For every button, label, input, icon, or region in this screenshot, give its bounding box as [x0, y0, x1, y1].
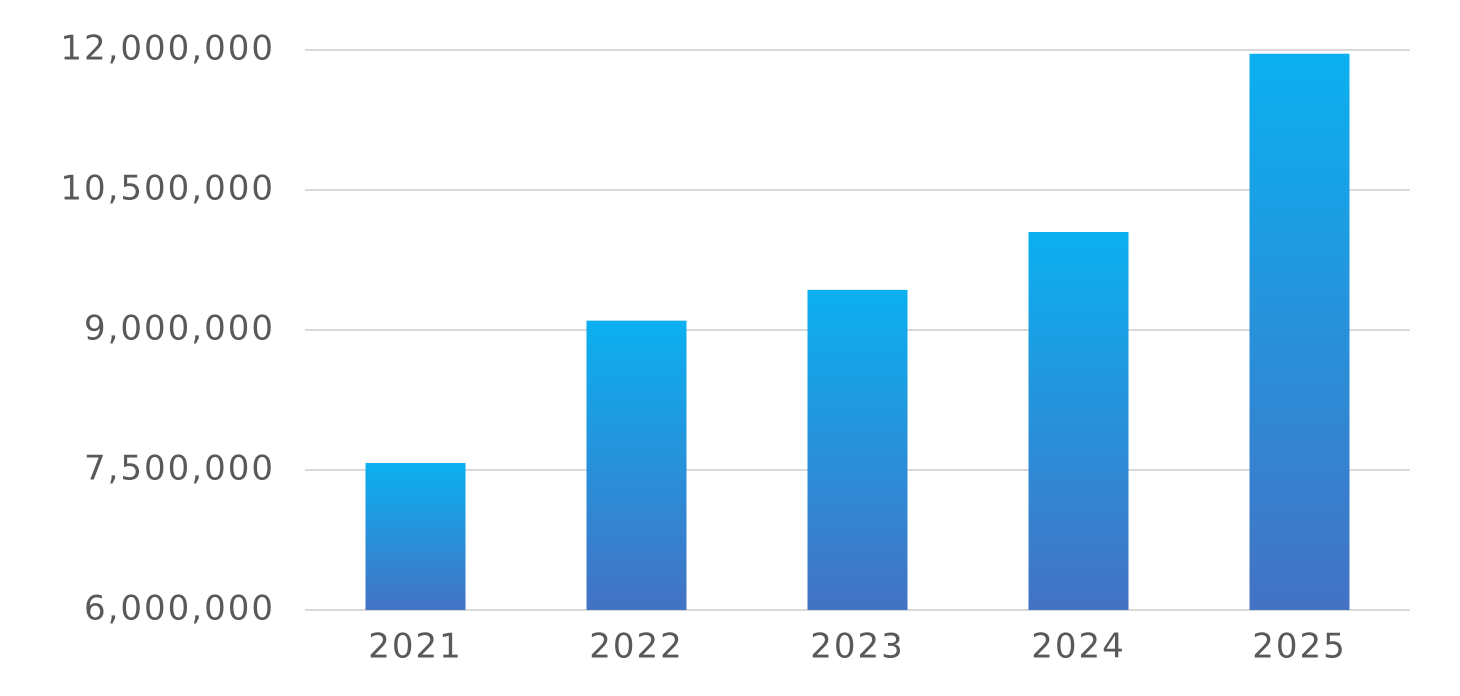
x-tick-label: 2025 — [1252, 627, 1347, 667]
x-tick-label: 2021 — [368, 627, 463, 667]
bar — [1028, 232, 1129, 610]
bar — [586, 320, 687, 610]
y-tick-label: 10,500,000 — [60, 169, 275, 209]
y-tick-label: 9,000,000 — [84, 309, 275, 349]
bar — [365, 463, 466, 610]
y-tick-label: 6,000,000 — [84, 589, 275, 629]
bar — [1249, 53, 1350, 610]
y-tick-label: 7,500,000 — [84, 449, 275, 489]
x-tick-label: 2023 — [810, 627, 905, 667]
y-tick-label: 12,000,000 — [60, 29, 275, 69]
x-tick-label: 2022 — [589, 627, 684, 667]
x-tick-label: 2024 — [1031, 627, 1126, 667]
bar — [807, 289, 908, 610]
